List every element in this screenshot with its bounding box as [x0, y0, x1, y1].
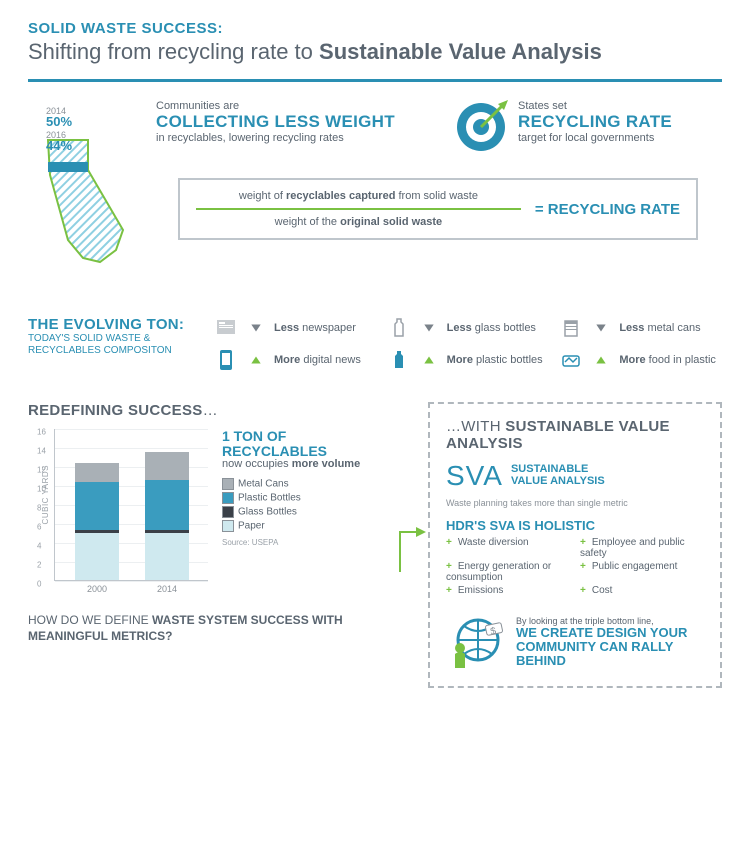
hdr-item: Employee and public safety — [580, 537, 704, 559]
recycling-rate-formula: weight of recyclables captured from soli… — [178, 178, 698, 240]
trend-down-icon — [244, 316, 268, 340]
legend-items: Metal Cans Plastic Bottles Glass Bottles Pa… — [222, 478, 360, 532]
section-evolving-ton: THE EVOLVING TON: TODAY'S SOLID WASTE & … — [28, 316, 722, 372]
hdr-item: Public engagement — [580, 561, 704, 583]
evolve-item: More digital news — [214, 348, 377, 372]
header: SOLID WASTE SUCCESS: Shifting from recyc… — [28, 20, 722, 65]
legend-title: 1 TON OF RECYCLABLES — [222, 429, 360, 458]
globe-person-icon: $ — [446, 612, 506, 672]
evolve-icon — [559, 316, 583, 340]
bar-segment-metal — [145, 452, 189, 481]
header-kicker: SOLID WASTE SUCCESS: — [28, 20, 722, 37]
header-title-bold: Sustainable Value Analysis — [319, 39, 602, 64]
evolve-item: Less metal cans — [559, 316, 722, 340]
swatch-icon — [222, 520, 234, 532]
blurb1-sub: in recyclables, lowering recycling rates — [156, 132, 395, 144]
section-collecting: 2014 50% 2016 44% Communities are COLLEC… — [28, 100, 722, 290]
bar-segment-paper — [75, 533, 119, 581]
legend-item: Glass Bottles — [222, 506, 360, 518]
evolve-item: More food in plastic — [559, 348, 722, 372]
bar-segment-plastic — [145, 480, 189, 529]
evolving-title: THE EVOLVING TON: — [28, 316, 198, 333]
blurb2-big: RECYCLING RATE — [518, 112, 672, 132]
evolving-grid: Less newspaper Less glass bottles Less met… — [214, 316, 722, 372]
evolve-icon — [387, 348, 411, 372]
trend-up-icon — [417, 348, 441, 372]
sva-panel: …WITH SUSTAINABLE VALUE ANALYSIS SVA SUS… — [428, 402, 722, 688]
legend-item: Metal Cans — [222, 478, 360, 490]
hdr-item: Waste diversion — [446, 537, 570, 559]
section-redefining: REDEFINING SUCCESS… CUBIC YARDS 02468101… — [28, 402, 722, 688]
trend-up-icon — [244, 348, 268, 372]
sva-acronym: SVA — [446, 460, 503, 492]
evolve-icon — [387, 316, 411, 340]
rally-block: $ By looking at the triple bottom line, … — [446, 612, 704, 672]
sva-sub: Waste planning takes more than single me… — [446, 498, 704, 508]
formula-numerator: weight of recyclables captured from soli… — [196, 190, 521, 206]
legend-sub: now occupies more volume — [222, 458, 360, 470]
bar-xlabel: 2000 — [75, 580, 119, 594]
target-icon — [454, 100, 508, 154]
sva-expansion: SUSTAINABLE VALUE ANALYSIS — [511, 464, 605, 487]
ca-val-1: 50% — [46, 114, 72, 129]
trend-down-icon — [589, 316, 613, 340]
rally-large: WE CREATE DESIGN YOUR COMMUNITY CAN RALL… — [516, 626, 704, 669]
trend-down-icon — [417, 316, 441, 340]
chart-source: Source: USEPA — [222, 538, 360, 547]
bar-segment-plastic — [75, 482, 119, 530]
fraction-line — [196, 208, 521, 210]
chart-plot: 024681012141620002014 — [54, 429, 208, 581]
redefining-question: HOW DO WE DEFINE WASTE SYSTEM SUCCESS WI… — [28, 613, 392, 644]
evolve-icon — [214, 316, 238, 340]
formula-denominator: weight of the original solid waste — [196, 212, 521, 228]
header-title-pre: Shifting from recycling rate to — [28, 39, 319, 64]
evolve-icon — [559, 348, 583, 372]
evolve-item: Less newspaper — [214, 316, 377, 340]
bar-xlabel: 2014 — [145, 580, 189, 594]
sva-heading: …WITH SUSTAINABLE VALUE ANALYSIS — [446, 418, 704, 452]
bar-segment-paper — [145, 533, 189, 581]
blurb-recycling-rate: States set RECYCLING RATE target for loc… — [454, 100, 722, 154]
evolve-item: More plastic bottles — [387, 348, 550, 372]
bar: 2000 — [75, 463, 119, 580]
recyclables-volume-chart: CUBIC YARDS 024681012141620002014 — [28, 429, 208, 599]
swatch-icon — [222, 478, 234, 490]
redefining-heading: REDEFINING SUCCESS… — [28, 402, 392, 419]
bar-segment-metal — [75, 463, 119, 482]
blurb-collecting: Communities are COLLECTING LESS WEIGHT i… — [156, 100, 424, 154]
evolve-item: Less glass bottles — [387, 316, 550, 340]
blurb1-big: COLLECTING LESS WEIGHT — [156, 112, 395, 132]
trend-up-icon — [589, 348, 613, 372]
swatch-icon — [222, 492, 234, 504]
blurb2-sub: target for local governments — [518, 132, 672, 144]
hdr-item: Cost — [580, 585, 704, 596]
legend-item: Plastic Bottles — [222, 492, 360, 504]
bar: 2014 — [145, 452, 189, 580]
formula-equals: = RECYCLING RATE — [535, 201, 680, 218]
ca-val-2: 44% — [46, 138, 72, 153]
hdr-grid: Waste diversion Employee and public safet… — [446, 537, 704, 596]
blurb1-lead: Communities are — [156, 100, 395, 112]
header-title: Shifting from recycling rate to Sustaina… — [28, 39, 722, 65]
hdr-heading: HDR'S SVA IS HOLISTIC — [446, 518, 704, 533]
hdr-item: Emissions — [446, 585, 570, 596]
hdr-item: Energy generation or consumption — [446, 561, 570, 583]
connector-arrow — [408, 402, 428, 688]
legend-item: Paper — [222, 520, 360, 532]
chart-legend: 1 TON OF RECYCLABLES now occupies more v… — [222, 429, 360, 599]
evolve-icon — [214, 348, 238, 372]
blurb2-lead: States set — [518, 100, 672, 112]
evolving-sub: TODAY'S SOLID WASTE & RECYCLABLES COMPOS… — [28, 333, 198, 357]
header-rule — [28, 79, 722, 82]
swatch-icon — [222, 506, 234, 518]
california-map-icon: 2014 50% 2016 44% — [28, 100, 148, 270]
